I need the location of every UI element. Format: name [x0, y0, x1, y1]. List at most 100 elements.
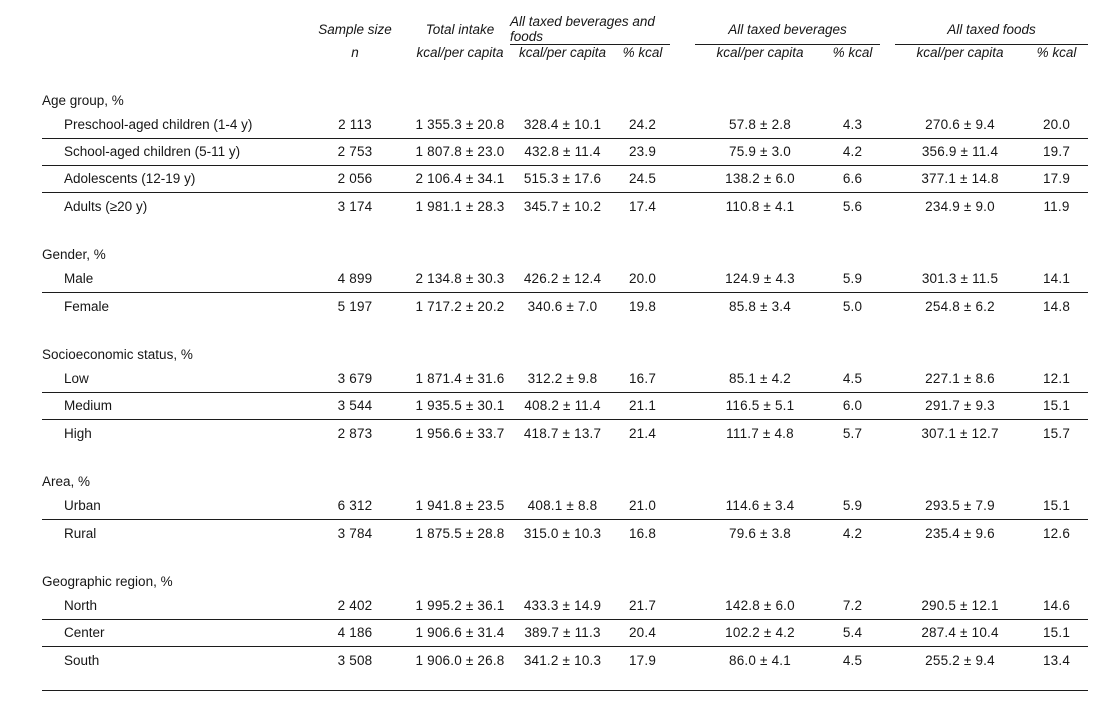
value-cell: 1 906.6 ± 31.4 [415, 625, 505, 641]
table-row: Adolescents (12-19 y) 2 056 2 106.4 ± 34.1… [42, 166, 1088, 193]
sample-size-header: Sample size [318, 21, 392, 37]
atf-kcal-subheader: kcal/per capita [916, 45, 1004, 61]
section-header-row: Gender, % [42, 244, 1088, 266]
value-cell: 12.1 [1042, 371, 1071, 387]
value-cell: 432.8 ± 11.4 [524, 144, 601, 160]
value-cell: 255.2 ± 9.4 [925, 652, 995, 668]
row-label: Center [64, 625, 105, 641]
value-cell: 111.7 ± 4.8 [726, 425, 794, 441]
atbf-kcal-subheader: kcal/per capita [518, 45, 607, 61]
value-cell: 6.0 [842, 398, 863, 414]
table-row: Center 4 186 1 906.6 ± 31.4 389.7 ± 11.3 20.… [42, 620, 1088, 647]
value-cell: 21.4 [628, 425, 657, 441]
value-cell: 15.1 [1042, 625, 1071, 641]
value-cell: 4.5 [842, 371, 863, 387]
value-cell: 433.3 ± 14.9 [523, 598, 602, 614]
data-table: Sample size Total intake All taxed bever… [42, 0, 1088, 691]
value-cell: 3 544 [337, 398, 373, 414]
value-cell: 57.8 ± 2.8 [729, 117, 791, 133]
row-label: Medium [64, 398, 113, 414]
table-row: Adults (≥20 y) 3 174 1 981.1 ± 28.3 345.7 ±… [42, 193, 1088, 220]
value-cell: 20.0 [628, 271, 657, 287]
group-header-all-taxed-foods: All taxed foods [895, 14, 1088, 45]
value-cell: 7.2 [842, 598, 863, 614]
value-cell: 2 056 [337, 171, 373, 187]
value-cell: 85.1 ± 4.2 [729, 371, 791, 387]
row-label: High [64, 425, 92, 441]
value-cell: 341.2 ± 10.3 [523, 652, 602, 668]
section-header-row: Socioeconomic status, % [42, 344, 1088, 366]
value-cell: 356.9 ± 11.4 [921, 144, 999, 160]
section-label: Geographic region, % [42, 574, 173, 590]
value-cell: 4.3 [842, 117, 863, 133]
row-label: School-aged children (5-11 y) [64, 144, 241, 160]
table-row: North 2 402 1 995.2 ± 36.1 433.3 ± 14.9 21.7… [42, 593, 1088, 620]
value-cell: 3 508 [337, 652, 373, 668]
atbf-pct-subheader: % kcal [622, 45, 663, 61]
value-cell: 287.4 ± 10.4 [921, 625, 999, 641]
value-cell: 270.6 ± 9.4 [925, 117, 995, 133]
value-cell: 2 402 [337, 598, 373, 614]
value-cell: 19.8 [628, 298, 657, 314]
value-cell: 389.7 ± 11.3 [524, 625, 601, 641]
value-cell: 15.7 [1042, 425, 1071, 441]
value-cell: 4.2 [842, 525, 863, 541]
value-cell: 6 312 [337, 498, 373, 514]
table-body: Age group, % Preschool-aged children (1-4… [42, 90, 1088, 674]
value-cell: 15.1 [1042, 398, 1071, 414]
atb-pct-subheader: % kcal [832, 45, 873, 61]
table-row: High 2 873 1 956.6 ± 33.7 418.7 ± 13.7 21.4 1… [42, 420, 1088, 447]
value-cell: 2 753 [337, 144, 373, 160]
table-bottom-rule [42, 690, 1088, 691]
group-header-all-taxed-beverages: All taxed beverages [695, 14, 880, 45]
value-cell: 1 355.3 ± 20.8 [415, 117, 505, 133]
table-row: Medium 3 544 1 935.5 ± 30.1 408.2 ± 11.4 21.… [42, 393, 1088, 420]
value-cell: 16.7 [628, 371, 657, 387]
value-cell: 1 871.4 ± 31.6 [415, 371, 505, 387]
value-cell: 16.8 [628, 525, 657, 541]
group-header-all-taxed-beverages-and-foods: All taxed beverages and foods [510, 14, 670, 45]
value-cell: 2 113 [338, 117, 372, 133]
value-cell: 377.1 ± 14.8 [921, 171, 999, 187]
row-label: Low [64, 371, 89, 387]
section-header-row: Area, % [42, 471, 1088, 493]
value-cell: 234.9 ± 9.0 [925, 198, 995, 214]
value-cell: 515.3 ± 17.6 [523, 171, 602, 187]
value-cell: 408.1 ± 8.8 [527, 498, 598, 514]
value-cell: 301.3 ± 11.5 [921, 271, 999, 287]
value-cell: 85.8 ± 3.4 [729, 298, 791, 314]
value-cell: 1 935.5 ± 30.1 [415, 398, 505, 414]
row-label: Urban [64, 498, 101, 514]
value-cell: 4 186 [337, 625, 373, 641]
value-cell: 254.8 ± 6.2 [925, 298, 995, 314]
value-cell: 21.0 [628, 498, 657, 514]
section-header-row: Geographic region, % [42, 571, 1088, 593]
value-cell: 235.4 ± 9.6 [925, 525, 995, 541]
value-cell: 408.2 ± 11.4 [524, 398, 601, 414]
atf-pct-subheader: % kcal [1036, 45, 1077, 61]
value-cell: 4 899 [337, 271, 373, 287]
value-cell: 79.6 ± 3.8 [729, 525, 791, 541]
section-label: Socioeconomic status, % [42, 347, 193, 363]
value-cell: 15.1 [1042, 498, 1071, 514]
row-label: Adults (≥20 y) [64, 198, 148, 214]
value-cell: 5.9 [842, 271, 863, 287]
value-cell: 5.6 [842, 198, 863, 214]
section-label: Gender, % [42, 247, 106, 263]
value-cell: 21.7 [628, 598, 657, 614]
table-header-row-2: n kcal/per capita kcal/per capita % kcal… [42, 40, 1088, 66]
value-cell: 5.9 [842, 498, 863, 514]
value-cell: 1 941.8 ± 23.5 [415, 498, 505, 514]
value-cell: 340.6 ± 7.0 [527, 298, 598, 314]
section-header-row: Age group, % [42, 90, 1088, 112]
table-row: Female 5 197 1 717.2 ± 20.2 340.6 ± 7.0 19.8… [42, 293, 1088, 320]
value-cell: 1 956.6 ± 33.7 [415, 425, 505, 441]
value-cell: 290.5 ± 12.1 [921, 598, 999, 614]
value-cell: 312.2 ± 9.8 [527, 371, 598, 387]
value-cell: 418.7 ± 13.7 [523, 425, 602, 441]
total-intake-header: Total intake [425, 21, 495, 37]
value-cell: 3 174 [337, 198, 373, 214]
value-cell: 291.7 ± 9.3 [925, 398, 995, 414]
value-cell: 14.8 [1042, 298, 1071, 314]
